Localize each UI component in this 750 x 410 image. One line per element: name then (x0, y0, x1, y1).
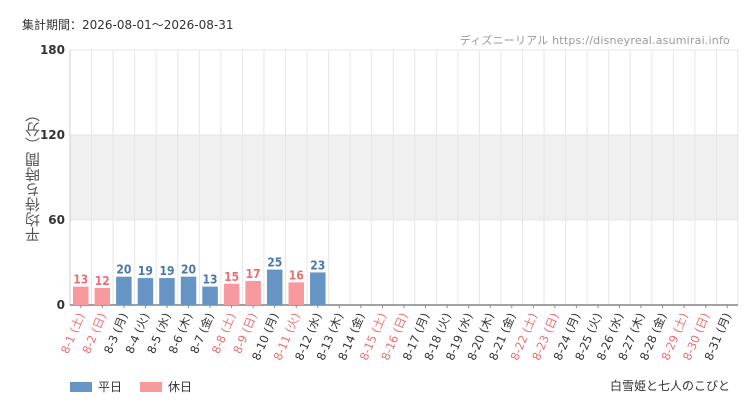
bar-10 (266, 269, 283, 305)
site-credit: ディズニーリアル https://disneyreal.asumirai.inf… (459, 34, 730, 47)
bar-5 (159, 278, 175, 305)
y-tick-label: 180 (40, 43, 65, 57)
bar-2 (94, 288, 111, 305)
legend-swatch-weekday (70, 381, 92, 392)
legend-swatch-holiday (140, 381, 163, 392)
data-label: 25 (267, 256, 282, 270)
bar-8 (223, 283, 240, 305)
bar-12 (310, 272, 326, 305)
bar-1 (73, 286, 89, 305)
legend-label-holiday: 休日 (168, 380, 193, 394)
y-tick-label: 0 (57, 298, 65, 312)
data-label: 15 (224, 270, 239, 284)
data-label: 20 (116, 263, 131, 277)
bar-7 (202, 286, 218, 305)
data-label: 13 (73, 273, 88, 287)
data-label: 23 (310, 258, 325, 272)
data-label: 19 (138, 264, 153, 278)
data-label: 19 (159, 264, 174, 278)
legend: 平日 休日 (70, 378, 192, 395)
bar-3 (116, 276, 132, 305)
legend-item-holiday: 休日 (140, 378, 192, 395)
period-label: 集計期間：2026-08-01～2026-08-31 (22, 18, 234, 32)
bar-9 (245, 280, 261, 305)
y-tick-label: 120 (40, 128, 65, 142)
bar-4 (137, 278, 154, 305)
data-label: 12 (95, 274, 110, 288)
y-tick-label: 60 (48, 213, 65, 227)
bar-6 (180, 276, 197, 305)
legend-label-weekday: 平日 (98, 380, 123, 394)
data-label: 17 (246, 267, 261, 281)
attraction-name: 白雪姫と七人のこびと (609, 379, 730, 393)
bar-11 (288, 282, 305, 305)
legend-item-weekday: 平日 (70, 378, 122, 395)
data-label: 13 (203, 273, 218, 287)
data-label: 16 (289, 268, 304, 282)
grid-band (70, 135, 738, 220)
data-label: 20 (181, 263, 196, 277)
